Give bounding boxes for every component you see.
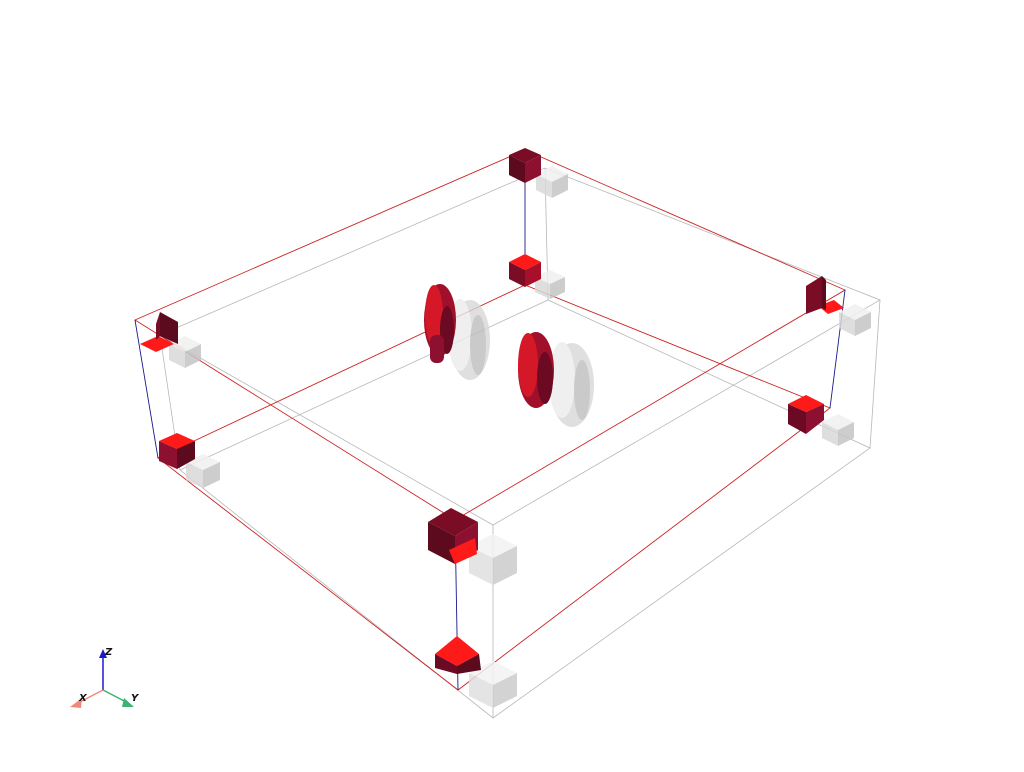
red-central-shape bbox=[518, 332, 554, 408]
ghost-block bbox=[839, 304, 871, 336]
y-axis-arrowhead bbox=[122, 698, 134, 707]
red-block bbox=[788, 395, 824, 434]
central-shapes bbox=[424, 284, 594, 427]
red-block bbox=[435, 636, 481, 674]
red-block bbox=[509, 254, 541, 287]
ghost-central-shape bbox=[549, 342, 594, 427]
y-axis-label: Y bbox=[131, 693, 140, 704]
x-axis-label: X bbox=[78, 693, 88, 704]
orientation-axes: Z Y X bbox=[70, 647, 140, 708]
red-central-shape bbox=[424, 284, 456, 363]
red-wireframe-box bbox=[134, 149, 846, 691]
red-block bbox=[428, 508, 478, 564]
red-block bbox=[806, 276, 844, 314]
red-block bbox=[509, 148, 541, 183]
red-box-vertical-edge bbox=[829, 289, 846, 409]
gray-box-edge bbox=[869, 299, 881, 449]
z-axis-label: Z bbox=[104, 647, 113, 658]
ghost-block bbox=[469, 534, 517, 585]
red-block bbox=[159, 433, 195, 469]
ghost-block bbox=[822, 414, 854, 446]
red-block bbox=[140, 312, 178, 352]
red-box-top-face bbox=[134, 149, 846, 521]
red-corner-blocks bbox=[140, 148, 844, 674]
red-box-bottom-face bbox=[157, 284, 831, 691]
ghost-block bbox=[469, 661, 517, 708]
gray-wireframe-box bbox=[159, 167, 881, 719]
red-box-vertical-edge bbox=[134, 319, 159, 459]
z-axis-arrowhead bbox=[99, 649, 107, 658]
ghost-block bbox=[536, 166, 568, 198]
ghost-block bbox=[535, 270, 565, 299]
x-axis-arrowhead bbox=[70, 698, 82, 708]
ghost-corner-blocks bbox=[169, 166, 871, 708]
x-axis-line bbox=[77, 689, 104, 704]
